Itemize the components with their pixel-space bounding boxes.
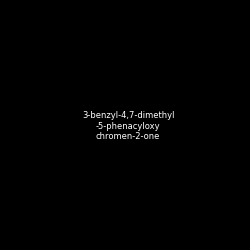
- Text: 3-benzyl-4,7-dimethyl
-5-phenacyloxy
chromen-2-one: 3-benzyl-4,7-dimethyl -5-phenacyloxy chr…: [82, 111, 174, 141]
